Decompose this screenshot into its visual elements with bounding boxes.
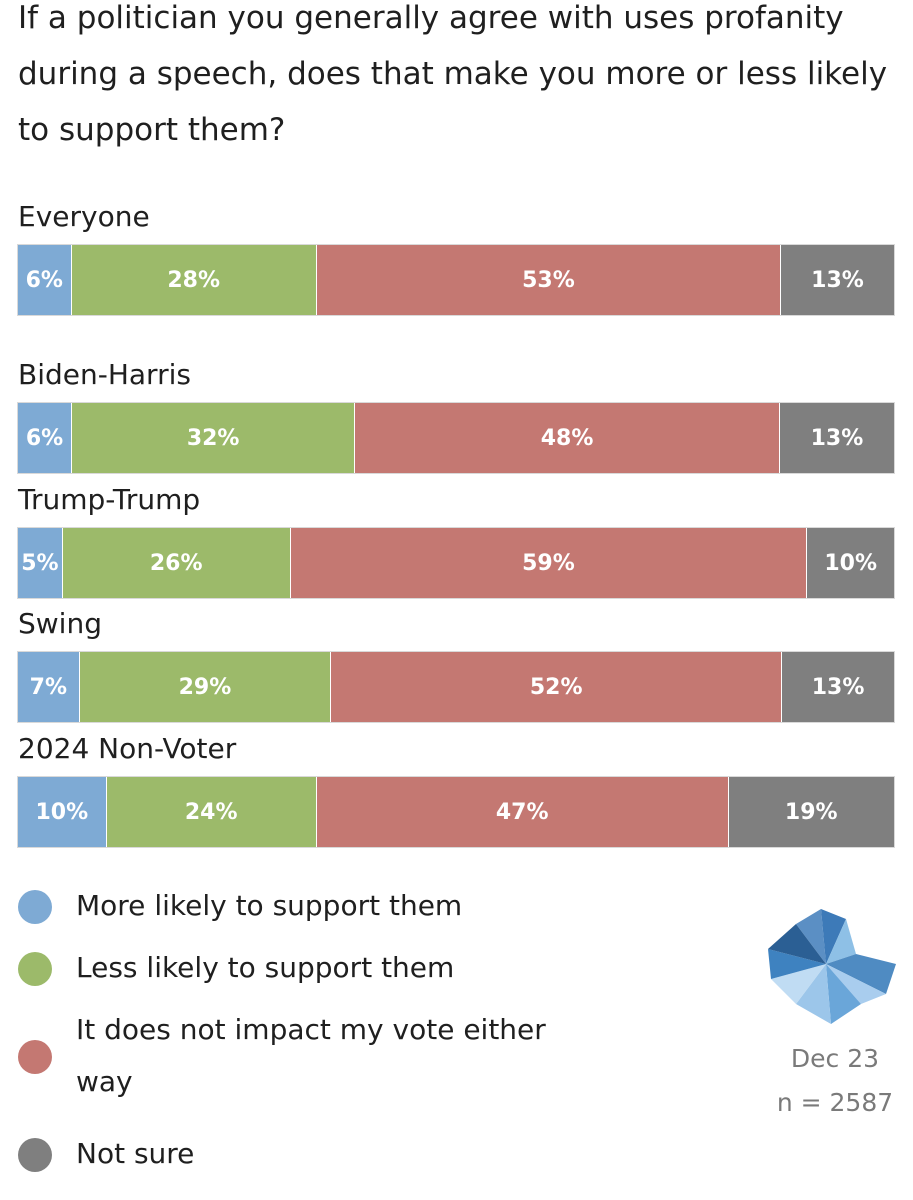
bar-segment: 13% <box>778 403 894 473</box>
pinwheel-logo-icon <box>768 909 896 1024</box>
legend-label: Less likely to support them <box>76 951 455 984</box>
bar-segment: 26% <box>61 528 290 598</box>
data-label: 32% <box>186 425 240 451</box>
chart-title: If a politician you generally agree with… <box>18 0 888 148</box>
data-label: 24% <box>184 799 238 825</box>
data-label: 10% <box>35 799 89 825</box>
group-label: Swing <box>18 607 102 640</box>
bar-segment: 13% <box>780 245 894 315</box>
bar-segment: 28% <box>70 245 316 315</box>
bar-segment: 19% <box>727 777 894 847</box>
data-label: 28% <box>167 267 221 293</box>
bar-segment: 7% <box>18 652 79 722</box>
legend-dot-icon <box>18 1138 52 1172</box>
bar-segment: 10% <box>18 777 106 847</box>
data-label: 6% <box>25 425 64 451</box>
data-label: 7% <box>29 674 68 700</box>
data-label: 59% <box>522 550 575 576</box>
legend-dot-icon <box>18 1040 52 1074</box>
stacked-bar-chart: Everyone 6% 28% 53% 13% Biden-Harris 6% 32% 48% 1… <box>17 200 895 848</box>
group-label: Trump-Trump <box>18 483 201 516</box>
data-label: 13% <box>811 674 865 700</box>
bar-row: 5% 26% 59% 10% <box>17 527 895 599</box>
bar-segment: 13% <box>781 652 894 722</box>
data-label: 29% <box>178 674 232 700</box>
data-label: 47% <box>495 799 549 825</box>
bar-segment: 5% <box>18 528 62 598</box>
data-label: 13% <box>810 425 864 451</box>
data-label: 48% <box>540 425 594 451</box>
data-label: 5% <box>21 550 59 576</box>
data-label: 10% <box>824 550 877 576</box>
legend-dot-icon <box>18 952 52 986</box>
bar-segment: 47% <box>315 777 728 847</box>
sample-size: n = 2587 <box>776 1088 894 1117</box>
bar-segment: 52% <box>330 652 782 722</box>
bar-segment: 10% <box>806 528 894 598</box>
bar-segment: 6% <box>18 245 71 315</box>
bar-segment: 53% <box>315 245 781 315</box>
data-label: 52% <box>529 674 583 700</box>
data-label: 53% <box>522 267 575 293</box>
bar-row: 6% 32% 48% 13% <box>17 402 895 474</box>
legend-label: Not sure <box>76 1137 195 1170</box>
legend-label: More likely to support them <box>76 889 463 922</box>
bar-row: 7% 29% 52% 13% <box>17 651 895 723</box>
bar-segment: 29% <box>78 652 331 722</box>
bar-segment: 24% <box>105 777 316 847</box>
bar-segment: 6% <box>18 403 72 473</box>
data-label: 6% <box>25 267 63 293</box>
data-label: 19% <box>784 799 838 825</box>
bar-segment: 48% <box>354 403 779 473</box>
group-label: 2024 Non-Voter <box>18 732 237 765</box>
bar-row: 6% 28% 53% 13% <box>17 244 895 316</box>
data-label: 26% <box>149 550 203 576</box>
legend-dot-icon <box>18 890 52 924</box>
group-label: Biden-Harris <box>18 358 191 391</box>
bar-row: 10% 24% 47% 19% <box>17 776 895 848</box>
bar-segment: 59% <box>289 528 807 598</box>
survey-date: Dec 23 <box>790 1044 880 1073</box>
bar-segment: 32% <box>71 403 355 473</box>
group-label: Everyone <box>18 200 150 233</box>
legend-label: It does not impact my vote either way <box>76 1013 546 1098</box>
brand-block: Dec 23 n = 2587 <box>760 890 910 1190</box>
data-label: 13% <box>811 267 864 293</box>
